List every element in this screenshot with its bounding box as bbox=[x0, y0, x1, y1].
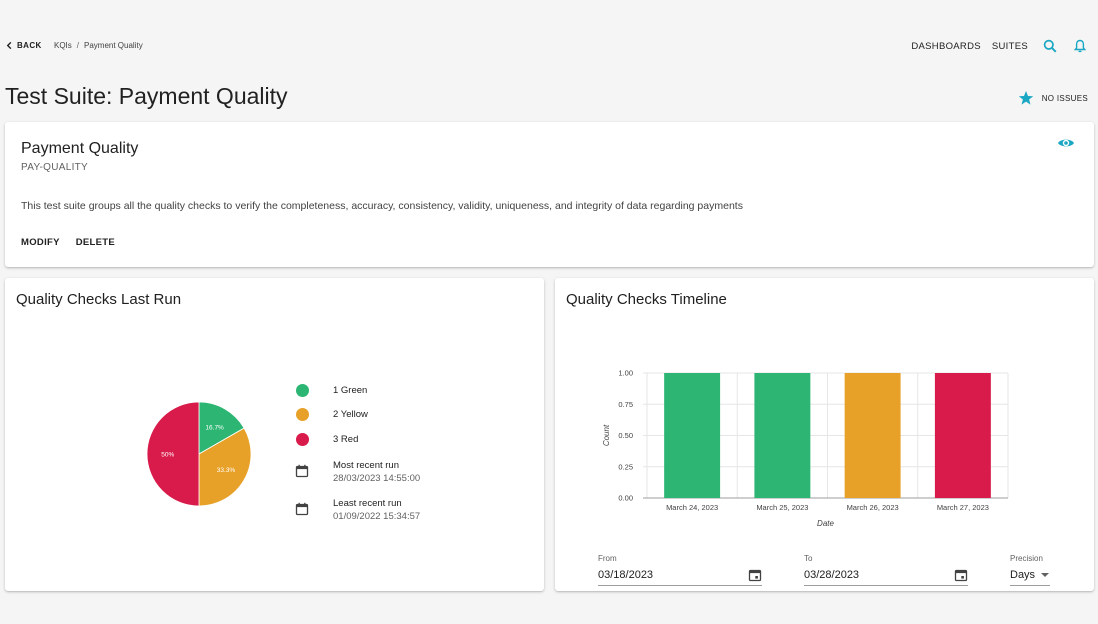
suite-name: Payment Quality bbox=[21, 140, 139, 157]
timeline-card: Quality Checks Timeline 0.00 0.25 0.50 0.75… bbox=[555, 278, 1094, 591]
pie-chart: 16.7% 33.3% 50% bbox=[146, 401, 252, 507]
chevron-down-icon bbox=[1041, 573, 1050, 578]
x-tick-label: March 27, 2023 bbox=[937, 503, 989, 512]
legend-item-green: 1 Green bbox=[295, 378, 420, 403]
x-tick-label: March 25, 2023 bbox=[756, 503, 808, 512]
modify-button[interactable]: MODIFY bbox=[21, 237, 60, 248]
legend-item-yellow: 2 Yellow bbox=[295, 403, 420, 428]
to-label: To bbox=[804, 554, 813, 563]
back-button[interactable]: BACK bbox=[5, 41, 42, 50]
bar-3 bbox=[844, 373, 901, 498]
legend-dot-yellow bbox=[296, 408, 309, 422]
most-recent-label: Most recent run bbox=[333, 459, 399, 471]
y-tick-label: 0.50 bbox=[618, 431, 633, 440]
pie-slice-label: 50% bbox=[161, 452, 174, 459]
to-date-input[interactable]: 03/28/2023 bbox=[804, 569, 860, 581]
timeline-title: Quality Checks Timeline bbox=[566, 291, 727, 308]
chevron-left-icon bbox=[6, 41, 12, 50]
pie-legend: 1 Green 2 Yellow 3 Red Most recent run 2… bbox=[295, 378, 420, 522]
top-bar: BACK KQIs / Payment Quality DASHBOARDS S… bbox=[0, 32, 1098, 60]
from-underline bbox=[598, 585, 762, 586]
precision-value-wrap[interactable]: Days bbox=[1010, 569, 1050, 581]
precision-value: Days bbox=[1010, 569, 1036, 581]
suite-actions: MODIFY DELETE bbox=[21, 237, 115, 248]
legend-label-red: 3 Red bbox=[333, 433, 359, 445]
y-tick-label: 0.25 bbox=[618, 462, 633, 471]
suite-info-card: Payment Quality PAY-QUALITY This test su… bbox=[5, 122, 1094, 267]
pie-slice-red bbox=[146, 401, 200, 507]
pie-slice-yellow bbox=[198, 427, 252, 507]
x-axis-label: Date bbox=[817, 519, 834, 528]
least-recent-value: 01/09/2022 15:34:57 bbox=[333, 510, 421, 522]
nav-suites[interactable]: SUITES bbox=[991, 40, 1028, 52]
legend-dot-red bbox=[296, 432, 309, 446]
y-tick-label: 0.75 bbox=[618, 400, 633, 409]
status-text: NO ISSUES bbox=[1041, 93, 1088, 103]
pie-slice-label: 16.7% bbox=[205, 424, 224, 431]
delete-button[interactable]: DELETE bbox=[75, 237, 116, 248]
last-run-card: Quality Checks Last Run 16.7% 33.3% 50% 1 … bbox=[5, 278, 544, 591]
bar-1 bbox=[664, 373, 721, 498]
pie-slice-label: 33.3% bbox=[217, 467, 236, 474]
bell-icon[interactable] bbox=[1072, 38, 1088, 54]
most-recent-value: 28/03/2023 14:55:00 bbox=[333, 472, 421, 484]
nav-dashboards[interactable]: DASHBOARDS bbox=[911, 40, 981, 52]
legend-label-yellow: 2 Yellow bbox=[333, 409, 368, 421]
y-tick-label: 1.00 bbox=[618, 369, 633, 378]
calendar-icon[interactable] bbox=[748, 568, 762, 582]
to-underline bbox=[804, 585, 968, 586]
star-icon[interactable] bbox=[1018, 90, 1034, 106]
to-date-field[interactable]: To 03/28/2023 bbox=[804, 554, 968, 586]
most-recent-run: Most recent run 28/03/2023 14:55:00 bbox=[295, 460, 420, 484]
suite-code: PAY-QUALITY bbox=[21, 162, 89, 173]
top-nav: DASHBOARDS SUITES bbox=[900, 38, 1088, 54]
precision-underline bbox=[1010, 585, 1050, 586]
back-label: BACK bbox=[17, 41, 42, 50]
calendar-icon bbox=[295, 502, 309, 515]
pie-slice-green bbox=[198, 401, 245, 455]
least-recent-run: Least recent run 01/09/2022 15:34:57 bbox=[295, 498, 420, 522]
calendar-icon bbox=[295, 464, 309, 477]
legend-item-red: 3 Red bbox=[295, 427, 420, 452]
precision-label: Precision bbox=[1010, 554, 1043, 563]
from-date-field[interactable]: From 03/18/2023 bbox=[598, 554, 762, 586]
breadcrumb: KQIs / Payment Quality bbox=[54, 41, 143, 50]
bar-2 bbox=[754, 373, 811, 498]
timeline-bar-chart: 0.00 0.25 0.50 0.75 1.00 March 24, 2023 March … bbox=[602, 369, 1009, 528]
from-label: From bbox=[598, 554, 617, 563]
y-axis-label: Count bbox=[602, 424, 611, 446]
search-icon[interactable] bbox=[1042, 38, 1058, 54]
legend-label-green: 1 Green bbox=[333, 384, 368, 396]
suite-description: This test suite groups all the quality c… bbox=[21, 200, 743, 212]
eye-icon[interactable] bbox=[1057, 134, 1075, 152]
status-badge: NO ISSUES bbox=[1018, 90, 1088, 106]
x-tick-label: March 24, 2023 bbox=[666, 503, 718, 512]
breadcrumb-kqis[interactable]: KQIs bbox=[54, 41, 72, 50]
x-tick-label: March 26, 2023 bbox=[847, 503, 899, 512]
calendar-icon[interactable] bbox=[954, 568, 968, 582]
breadcrumb-current: Payment Quality bbox=[84, 41, 143, 50]
from-date-input[interactable]: 03/18/2023 bbox=[598, 569, 654, 581]
y-tick-label: 0.00 bbox=[618, 494, 633, 503]
breadcrumb-separator: / bbox=[76, 41, 80, 50]
last-run-title: Quality Checks Last Run bbox=[16, 291, 182, 308]
least-recent-label: Least recent run bbox=[333, 497, 402, 509]
bar-4 bbox=[934, 373, 991, 498]
precision-select[interactable]: Precision Days bbox=[1010, 554, 1050, 586]
page-title: Test Suite: Payment Quality bbox=[5, 83, 288, 109]
legend-dot-green bbox=[296, 383, 309, 397]
